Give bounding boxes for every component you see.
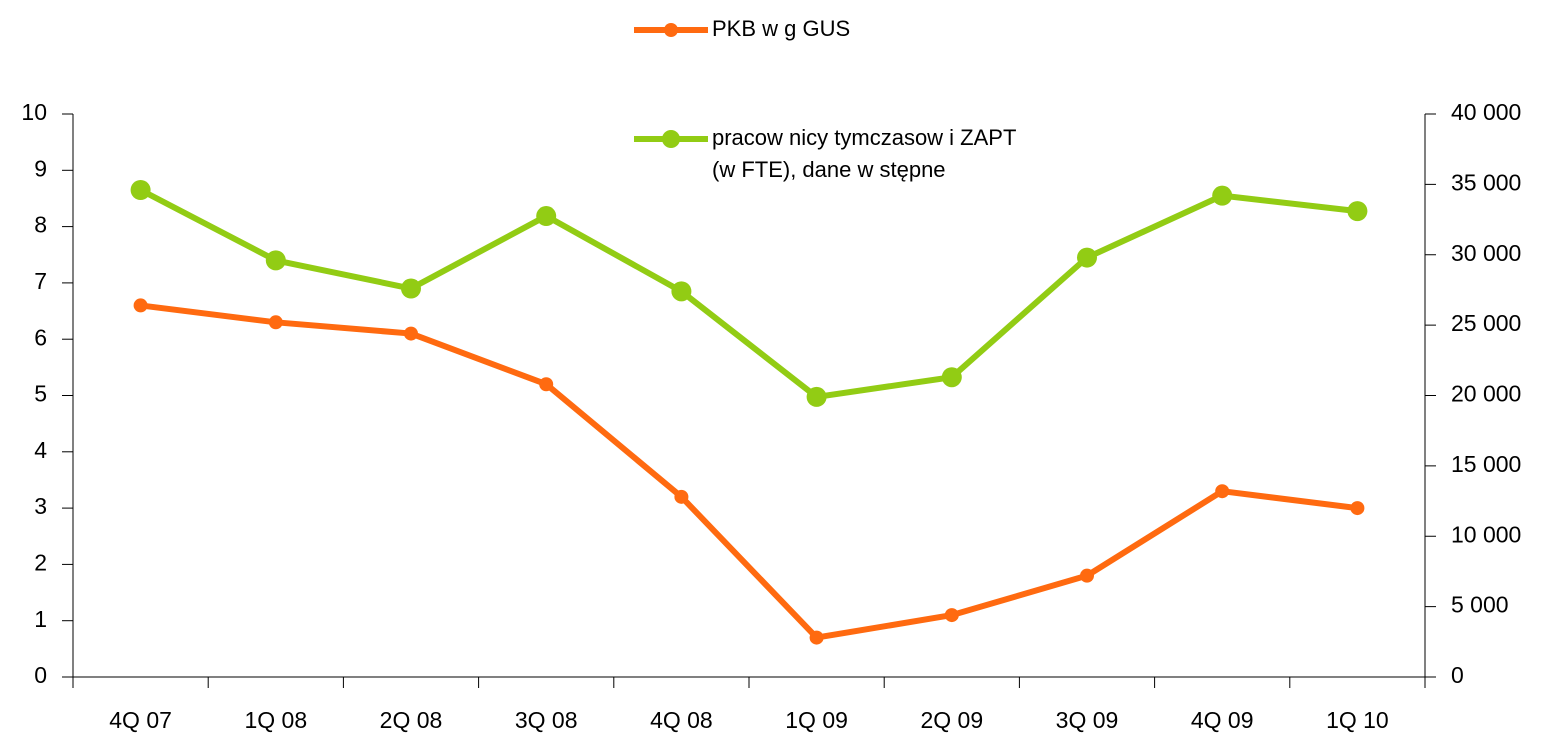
- x-tick-label: 2Q 08: [380, 707, 443, 733]
- y-tick-label: 2: [34, 549, 47, 575]
- y-tick-label: 5: [34, 381, 47, 407]
- y-tick-label: 1: [34, 606, 47, 632]
- data-point: [1215, 484, 1230, 499]
- data-point: [265, 250, 286, 271]
- legend-marker: [662, 130, 680, 148]
- data-point: [536, 206, 557, 227]
- y2-tick-label: 30 000: [1451, 240, 1521, 266]
- data-point: [1350, 501, 1365, 516]
- data-point: [404, 326, 418, 341]
- x-tick-label: 2Q 09: [920, 707, 983, 733]
- data-point: [130, 180, 151, 201]
- series-line: [139, 187, 1358, 400]
- y-tick-label: 0: [34, 662, 47, 688]
- x-tick-label: 4Q 07: [109, 707, 172, 733]
- data-point: [806, 386, 827, 407]
- y-tick-label: 10: [21, 99, 47, 125]
- y-tick-label: 9: [34, 155, 47, 181]
- y-tick-label: 3: [34, 493, 47, 519]
- legend-marker: [664, 23, 678, 37]
- data-point: [268, 315, 283, 330]
- data-point: [674, 489, 689, 504]
- x-tick-label: 1Q 09: [785, 707, 848, 733]
- data-point: [1212, 185, 1233, 206]
- data-point: [1347, 201, 1368, 222]
- x-tick-label: 1Q 08: [244, 707, 307, 733]
- y2-tick-label: 20 000: [1451, 381, 1521, 407]
- legend-label: PKB w g GUS: [712, 16, 851, 41]
- y2-tick-label: 40 000: [1451, 99, 1521, 125]
- data-point: [941, 367, 962, 388]
- data-point: [809, 630, 824, 645]
- y-tick-label: 6: [34, 324, 47, 350]
- series-line: [140, 302, 1358, 641]
- y2-tick-label: 0: [1451, 662, 1464, 688]
- y2-tick-label: 5 000: [1451, 592, 1509, 618]
- y2-tick-label: 10 000: [1451, 521, 1521, 547]
- data-point: [944, 608, 959, 623]
- y2-tick-label: 25 000: [1451, 310, 1521, 336]
- legend-label: pracow nicy tymczasow i ZAPT (w FTE), da…: [712, 125, 1017, 182]
- x-tick-label: 3Q 08: [515, 707, 578, 733]
- y-tick-label: 7: [34, 268, 47, 294]
- x-tick-label: 4Q 08: [650, 707, 713, 733]
- x-tick-label: 1Q 10: [1326, 707, 1389, 733]
- y-tick-label: 4: [34, 437, 47, 463]
- data-point: [401, 278, 421, 299]
- data-point: [539, 377, 554, 392]
- y-tick-label: 8: [34, 212, 47, 238]
- y2-tick-label: 15 000: [1451, 451, 1521, 477]
- data-point: [671, 281, 692, 302]
- data-point: [133, 298, 148, 313]
- x-tick-label: 4Q 09: [1191, 707, 1254, 733]
- data-point: [1077, 247, 1097, 268]
- y2-tick-label: 35 000: [1451, 169, 1521, 195]
- data-point: [1080, 568, 1094, 583]
- x-tick-label: 3Q 09: [1056, 707, 1119, 733]
